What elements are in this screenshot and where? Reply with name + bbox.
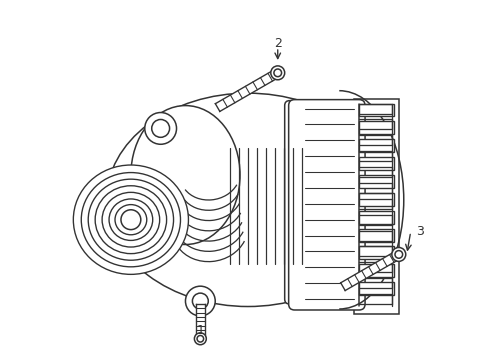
Ellipse shape xyxy=(102,192,160,247)
Text: 2: 2 xyxy=(273,37,281,50)
Circle shape xyxy=(197,336,203,342)
Polygon shape xyxy=(358,175,393,188)
Ellipse shape xyxy=(88,179,173,260)
Polygon shape xyxy=(358,211,393,224)
Ellipse shape xyxy=(106,93,388,306)
Ellipse shape xyxy=(109,199,152,240)
Polygon shape xyxy=(353,99,398,314)
Circle shape xyxy=(121,210,141,230)
Circle shape xyxy=(270,66,284,80)
Circle shape xyxy=(394,251,402,258)
Ellipse shape xyxy=(81,172,180,267)
Circle shape xyxy=(144,113,176,144)
Ellipse shape xyxy=(95,186,166,254)
Ellipse shape xyxy=(131,105,240,244)
Polygon shape xyxy=(358,139,393,152)
Text: 3: 3 xyxy=(415,225,423,238)
Polygon shape xyxy=(358,157,393,170)
Text: 1: 1 xyxy=(196,324,204,337)
Circle shape xyxy=(192,293,208,309)
Circle shape xyxy=(194,333,206,345)
FancyBboxPatch shape xyxy=(288,100,365,310)
Polygon shape xyxy=(358,247,393,260)
Polygon shape xyxy=(215,69,280,112)
Ellipse shape xyxy=(115,204,146,235)
Polygon shape xyxy=(196,304,204,339)
Circle shape xyxy=(391,247,405,261)
FancyBboxPatch shape xyxy=(284,100,393,304)
Polygon shape xyxy=(340,251,400,291)
Ellipse shape xyxy=(73,165,188,274)
Polygon shape xyxy=(358,121,393,134)
Circle shape xyxy=(273,69,281,77)
Circle shape xyxy=(151,120,169,137)
Polygon shape xyxy=(358,104,393,117)
Polygon shape xyxy=(358,264,393,277)
Polygon shape xyxy=(358,229,393,242)
Polygon shape xyxy=(358,193,393,206)
Circle shape xyxy=(185,286,215,316)
Polygon shape xyxy=(358,282,393,295)
